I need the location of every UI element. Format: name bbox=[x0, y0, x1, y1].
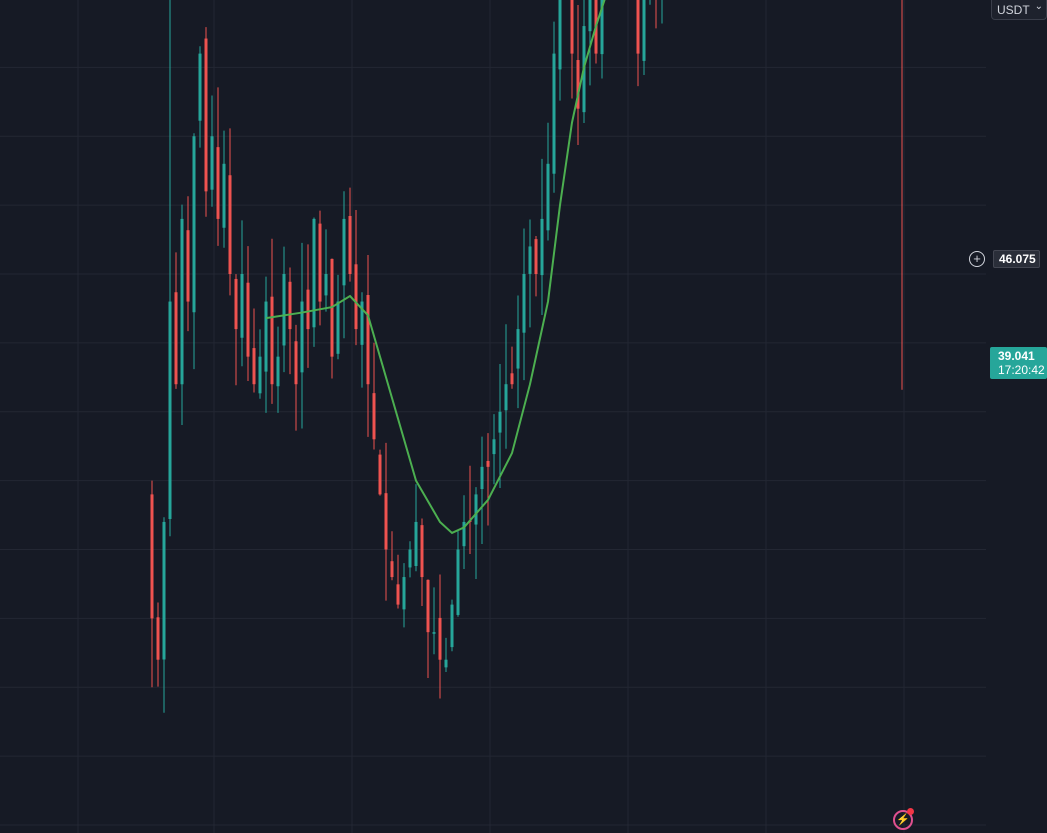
notification-dot bbox=[907, 808, 914, 815]
candle-body bbox=[210, 136, 214, 190]
candle-body bbox=[354, 264, 358, 330]
currency-selector[interactable]: USDT ⌄ bbox=[991, 0, 1047, 20]
candle-body bbox=[540, 218, 544, 276]
candle-body bbox=[360, 301, 364, 345]
candle-body bbox=[234, 278, 238, 330]
candle-body bbox=[462, 521, 466, 547]
chevron-down-icon[interactable]: ⌄ bbox=[1034, 1, 1043, 12]
candle-body bbox=[558, 0, 562, 70]
candle-body bbox=[252, 348, 256, 385]
candle-body bbox=[456, 549, 460, 615]
candle-body bbox=[336, 301, 340, 354]
candle-body bbox=[366, 295, 370, 385]
candle-body bbox=[264, 301, 268, 372]
candle-body bbox=[636, 0, 640, 54]
candle-body bbox=[408, 549, 412, 568]
candle-body bbox=[450, 604, 454, 648]
price-axis[interactable] bbox=[986, 0, 1047, 833]
candle-body bbox=[312, 218, 316, 328]
candle-body bbox=[588, 0, 592, 32]
candle-body bbox=[186, 230, 190, 302]
candle-body bbox=[348, 216, 352, 274]
candle-body bbox=[474, 494, 478, 525]
candle-body bbox=[576, 60, 580, 109]
candle-body bbox=[384, 493, 388, 550]
candle-body bbox=[276, 356, 280, 387]
candle-body bbox=[510, 373, 514, 385]
candle-body bbox=[180, 218, 184, 385]
candle-body bbox=[156, 617, 160, 660]
candle-body bbox=[402, 577, 406, 610]
candle-body bbox=[432, 632, 436, 634]
candle-body bbox=[282, 274, 286, 346]
candle-body bbox=[522, 274, 526, 333]
candle-body bbox=[306, 289, 310, 330]
candle-body bbox=[318, 223, 322, 302]
candle-body bbox=[486, 460, 490, 467]
candle-body bbox=[162, 521, 166, 660]
candle-body bbox=[444, 659, 448, 668]
candle-body bbox=[342, 218, 346, 286]
candle-body bbox=[396, 584, 400, 605]
candle-body bbox=[174, 292, 178, 385]
candle-body bbox=[426, 579, 430, 633]
candle-body bbox=[300, 301, 304, 373]
candle-body bbox=[372, 393, 376, 440]
candle-body bbox=[294, 341, 298, 385]
moving-average-line bbox=[265, 0, 606, 535]
candle-body bbox=[570, 0, 574, 54]
candle-body bbox=[216, 147, 220, 219]
candle-body bbox=[516, 329, 520, 369]
candle-body bbox=[546, 163, 550, 231]
candle-body bbox=[414, 521, 418, 567]
candle-body bbox=[420, 525, 424, 578]
candle-body bbox=[552, 53, 556, 174]
candle-body bbox=[642, 0, 646, 61]
candle-body bbox=[228, 175, 232, 274]
currency-label: USDT bbox=[997, 2, 1030, 17]
plus-circle-icon[interactable]: + bbox=[969, 251, 985, 267]
candle-body bbox=[528, 246, 532, 274]
last-price-value: 39.041 bbox=[998, 349, 1035, 363]
candle-body bbox=[240, 274, 244, 338]
candle-countdown: 17:20:42 bbox=[998, 363, 1045, 377]
candle-body bbox=[192, 136, 196, 313]
candle-body bbox=[150, 494, 154, 619]
candle-body bbox=[222, 163, 226, 228]
candle-body bbox=[534, 239, 538, 274]
candle-body bbox=[198, 53, 202, 121]
candle-body bbox=[390, 561, 394, 578]
candle-body bbox=[324, 274, 328, 296]
candle-body bbox=[168, 301, 172, 519]
candle-body bbox=[204, 38, 208, 192]
crosshair-price-label: 46.075 bbox=[993, 250, 1040, 268]
last-price-label: 39.041 17:20:42 bbox=[990, 347, 1047, 379]
candle-body bbox=[288, 281, 292, 330]
candle-body bbox=[258, 356, 262, 394]
candle-body bbox=[378, 454, 382, 495]
candle-body bbox=[246, 282, 250, 357]
candle-body bbox=[498, 411, 502, 433]
lightning-icon[interactable]: ⚡ bbox=[893, 810, 913, 830]
candle-body bbox=[504, 384, 508, 411]
candle-body bbox=[480, 466, 484, 490]
candle-body bbox=[492, 439, 496, 455]
candle-body bbox=[600, 0, 604, 55]
candle-body bbox=[270, 296, 274, 385]
candle-body bbox=[438, 617, 442, 660]
